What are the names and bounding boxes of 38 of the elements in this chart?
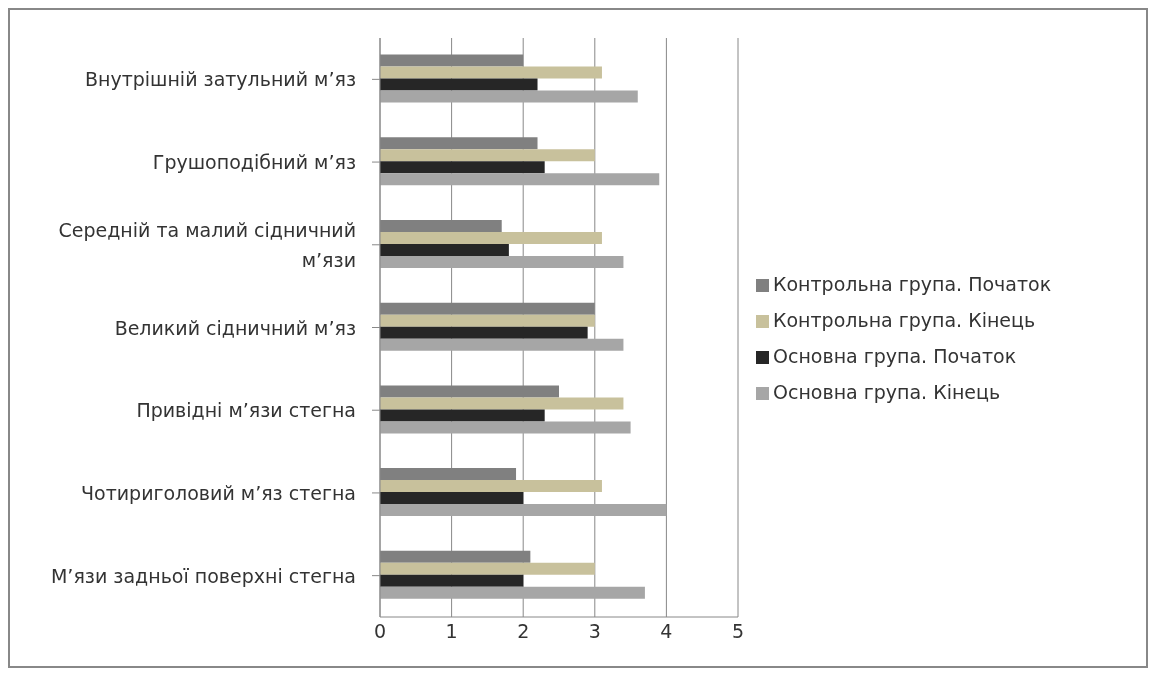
bar [380,562,595,575]
bar [380,504,667,517]
bar [380,492,524,505]
x-tick-label: 2 [517,620,530,643]
y-tick-label: Привідні м’язи стегна [136,399,356,422]
bar [380,586,645,599]
legend-label: Контрольна група. Кінець [773,308,1036,331]
bar [380,314,595,327]
legend-label: Контрольна група. Початок [773,272,1052,295]
x-tick-label: 4 [660,620,673,643]
x-tick-label: 3 [588,620,601,643]
y-tick-label: Середній та малий сідничний м’язи [58,218,356,271]
bar [380,480,602,493]
x-tick-label: 1 [445,620,458,643]
legend-label: Основна група. Початок [773,344,1017,367]
bar [380,231,602,244]
x-tick-label: 5 [731,620,745,643]
bar [380,397,624,410]
bar [380,173,660,186]
y-tick-label: Великий сідничний м’яз [114,316,356,339]
bar [380,421,631,434]
x-tick-label: 0 [373,620,387,643]
bar [380,66,602,79]
bar [380,574,524,587]
bar [380,326,588,339]
bar [380,409,545,422]
bar [380,161,545,174]
y-tick-label: Внутрішній затульний м’яз [84,68,356,91]
bar [380,255,624,268]
bar [380,90,638,103]
legend-label: Основна група. Кінець [773,380,1001,403]
bar [380,78,538,91]
bar [380,243,509,256]
y-tick-label: М’язи задньої поверхні стегна [50,564,356,587]
y-tick-label: Грушоподібний м’яз [152,151,356,174]
y-tick-label: Чотириголовий м’яз стегна [81,481,356,504]
bar [380,149,595,162]
bar [380,338,624,351]
